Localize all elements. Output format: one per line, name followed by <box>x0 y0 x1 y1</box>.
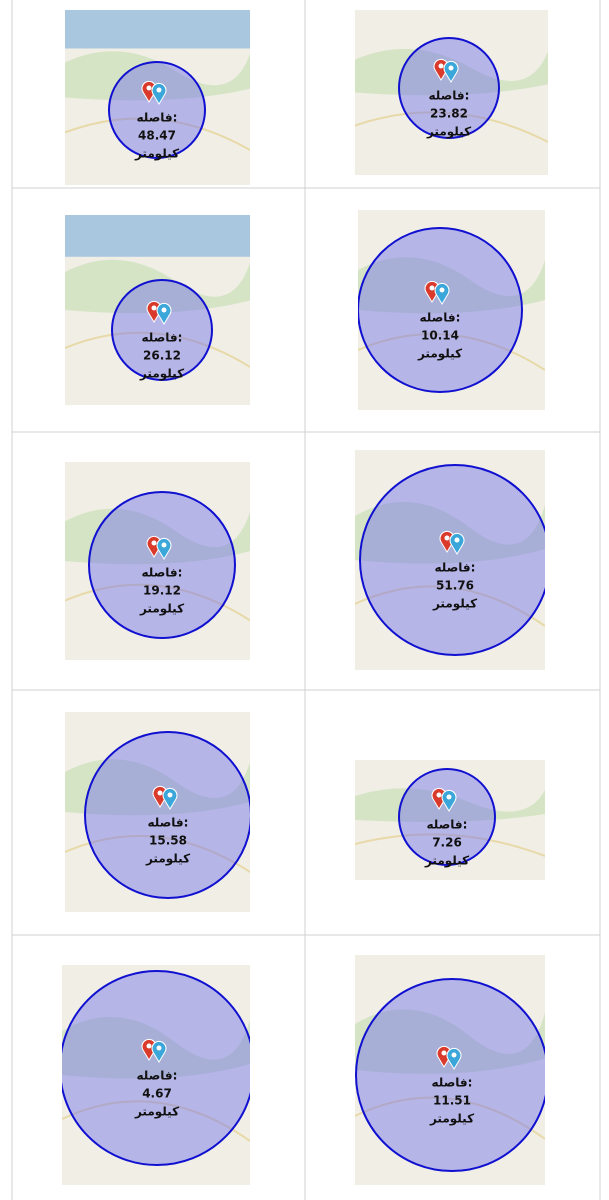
distance-value: 11.51 <box>433 1094 471 1108</box>
map-terrain <box>358 257 545 314</box>
map-pin <box>441 789 457 812</box>
distance-label: فاصله: <box>432 1076 473 1090</box>
pin-dot <box>446 794 452 800</box>
distance-unit: کیلومتر <box>424 854 469 869</box>
map-thumbnail <box>355 450 545 670</box>
map-road <box>355 833 545 857</box>
distance-value: 4.67 <box>142 1087 172 1101</box>
distance-value: 48.47 <box>138 129 176 143</box>
map-thumbnail <box>355 760 545 880</box>
pin-dot <box>151 540 157 546</box>
distance-circle <box>398 768 496 866</box>
distance-value: 7.26 <box>432 836 462 850</box>
distance-unit: کیلومتر <box>429 1112 474 1127</box>
map-road <box>65 835 250 873</box>
pin-dot <box>441 1050 447 1056</box>
distance-circle <box>88 491 236 639</box>
map-terrain <box>65 51 250 101</box>
distance-value: 10.14 <box>421 329 459 343</box>
map-pin <box>151 82 167 105</box>
map-road <box>65 583 250 622</box>
distance-value: 26.12 <box>143 349 181 363</box>
map-pin <box>446 1047 462 1070</box>
distance-circle <box>358 227 523 393</box>
distance-label: فاصله: <box>137 111 178 125</box>
pin-dot <box>156 1045 162 1051</box>
distance-label: فاصله: <box>435 561 476 575</box>
distance-label: فاصله: <box>148 816 189 830</box>
map-pin <box>162 787 178 810</box>
map-road <box>65 331 250 368</box>
distance-label: فاصله: <box>429 89 470 103</box>
distance-label: فاصله: <box>137 1069 178 1083</box>
pin-dot <box>454 537 460 543</box>
map-road <box>355 585 545 627</box>
map-thumbnail <box>355 955 545 1185</box>
map-terrain <box>65 508 250 565</box>
pin-dot <box>451 1052 457 1058</box>
pin-dot <box>167 792 173 798</box>
map-road <box>355 1096 545 1140</box>
distance-value: 23.82 <box>430 107 468 121</box>
map-thumbnail <box>355 10 548 175</box>
distance-label: فاصله: <box>142 331 183 345</box>
map-water <box>65 215 250 257</box>
pin-dot <box>436 792 442 798</box>
distance-unit: کیلومتر <box>139 602 184 617</box>
distance-unit: کیلومتر <box>432 597 477 612</box>
map-pin <box>434 282 450 305</box>
pin-dot <box>161 307 167 313</box>
pin-dot <box>146 1043 152 1049</box>
pin-dot <box>444 535 450 541</box>
distance-circle <box>355 978 545 1172</box>
map-thumbnail <box>65 462 250 660</box>
distance-unit: کیلومتر <box>134 147 179 162</box>
distance-value: 19.12 <box>143 584 181 598</box>
map-road <box>358 333 545 371</box>
distance-unit: کیلومتر <box>426 125 471 140</box>
pin-dot <box>156 87 162 93</box>
distance-circle <box>84 731 250 899</box>
map-thumbnail <box>65 712 250 912</box>
distance-circle <box>111 279 213 381</box>
map-pin <box>156 302 172 325</box>
distance-unit: کیلومتر <box>134 1105 179 1120</box>
distance-unit: کیلومتر <box>139 367 184 382</box>
map-terrain <box>65 259 250 314</box>
map-pin <box>156 537 172 560</box>
map-pin <box>151 1040 167 1063</box>
map-thumbnail <box>65 215 250 405</box>
map-road <box>62 1100 250 1142</box>
distance-unit: کیلومتر <box>145 852 190 867</box>
pin-dot <box>146 85 152 91</box>
map-pin <box>449 532 465 555</box>
map-thumbnail <box>358 210 545 410</box>
pin-dot <box>151 305 157 311</box>
distance-label: فاصله: <box>427 818 468 832</box>
distance-circle <box>359 464 545 656</box>
distance-unit: کیلومتر <box>417 347 462 362</box>
map-terrain <box>355 1009 545 1074</box>
map-road <box>355 111 548 143</box>
pin-dot <box>161 542 167 548</box>
pin-dot <box>438 63 444 69</box>
pin-dot <box>157 790 163 796</box>
distance-label: فاصله: <box>142 566 183 580</box>
pin-dot <box>429 285 435 291</box>
pin-dot <box>448 65 454 71</box>
map-road <box>65 117 250 151</box>
map-water <box>65 10 250 49</box>
distance-label: فاصله: <box>420 311 461 325</box>
distance-circle <box>398 37 500 139</box>
map-thumbnail <box>62 965 250 1185</box>
map-pin <box>443 60 459 83</box>
distance-circle <box>62 970 250 1166</box>
distance-value: 15.58 <box>149 834 187 848</box>
distance-value: 51.76 <box>436 579 474 593</box>
pin-dot <box>439 287 445 293</box>
distance-circle <box>108 61 206 159</box>
